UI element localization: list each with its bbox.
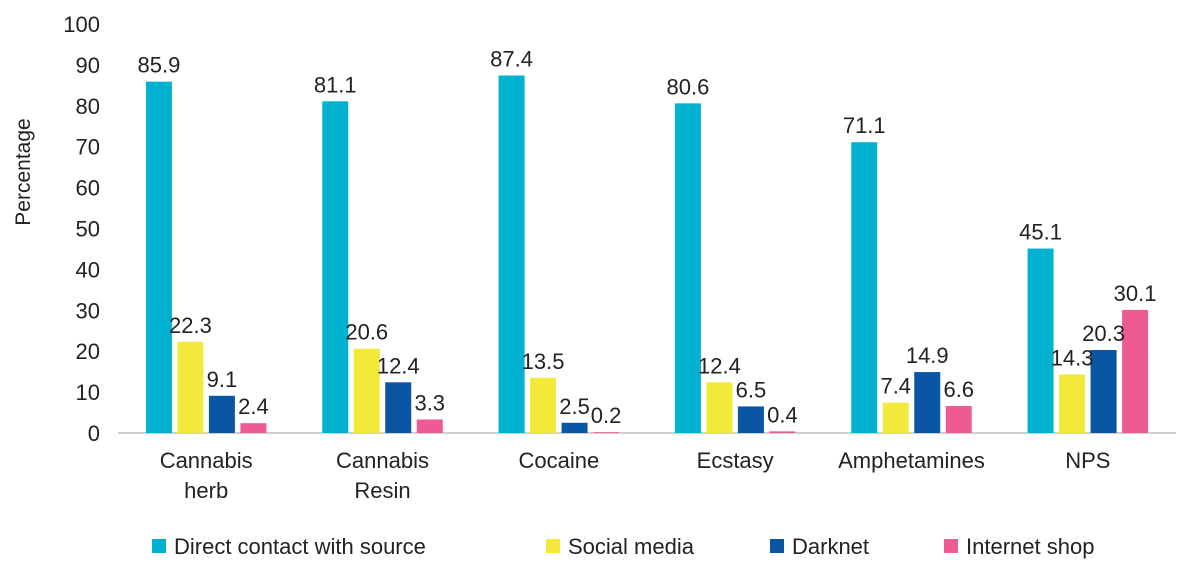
data-label: 81.1 — [314, 72, 357, 97]
data-label: 13.5 — [522, 349, 565, 374]
data-label: 22.3 — [169, 313, 212, 338]
bar — [1122, 309, 1149, 433]
y-tick-label: 80 — [76, 94, 100, 119]
legend-label: Social media — [568, 534, 695, 559]
y-tick-label: 30 — [76, 298, 100, 323]
y-tick-label: 100 — [63, 12, 100, 37]
bar — [593, 432, 620, 433]
data-label: 71.1 — [843, 113, 886, 138]
bar — [385, 382, 412, 433]
bar — [914, 372, 941, 433]
bar — [1059, 374, 1086, 433]
data-label: 85.9 — [138, 53, 181, 78]
bar — [177, 341, 204, 433]
x-category-label: NPS — [1065, 448, 1110, 473]
x-category-label: Resin — [354, 478, 410, 503]
data-label: 45.1 — [1019, 220, 1062, 245]
data-label: 80.6 — [667, 74, 710, 99]
bar — [561, 422, 588, 433]
data-label: 2.5 — [559, 394, 590, 419]
data-label: 9.1 — [207, 367, 238, 392]
bar — [945, 406, 972, 433]
bar — [498, 75, 525, 433]
bar — [674, 103, 701, 433]
y-tick-label: 70 — [76, 135, 100, 160]
bar — [145, 81, 172, 433]
bar — [530, 377, 557, 433]
y-tick-label: 90 — [76, 53, 100, 78]
data-label: 0.4 — [767, 402, 798, 427]
y-tick-label: 20 — [76, 339, 100, 364]
x-category-label: Cannabis — [160, 448, 253, 473]
data-label: 12.4 — [377, 353, 420, 378]
data-label: 30.1 — [1114, 281, 1157, 306]
y-tick-label: 60 — [76, 176, 100, 201]
x-category-label: Cocaine — [518, 448, 599, 473]
data-label: 7.4 — [880, 374, 911, 399]
legend: Direct contact with source Social media Da… — [152, 534, 1094, 559]
data-label: 0.2 — [591, 403, 622, 428]
data-label: 20.6 — [345, 320, 388, 345]
bar — [208, 395, 235, 433]
data-label: 3.3 — [414, 391, 445, 416]
bar — [706, 382, 733, 433]
data-labels-group: 85.9 81.1 87.4 80.6 71.1 45.1 22.3 20.6 13.5 12.4… — [138, 47, 1157, 429]
data-label: 14.3 — [1051, 346, 1094, 371]
data-label: 6.6 — [943, 377, 974, 402]
bar — [240, 423, 267, 433]
bar — [1090, 349, 1117, 433]
bar — [769, 431, 796, 433]
y-axis-label: Percentage — [12, 118, 35, 225]
y-axis-ticks: 0 10 20 30 40 50 60 70 80 90 100 — [63, 12, 100, 446]
x-category-label: herb — [184, 478, 228, 503]
bar — [1027, 248, 1054, 433]
bar — [416, 419, 443, 433]
legend-label: Darknet — [792, 534, 869, 559]
bar — [353, 348, 380, 433]
y-axis-label-group: Percentage — [12, 118, 35, 225]
data-label: 87.4 — [490, 47, 533, 72]
legend-swatch — [944, 539, 958, 553]
x-category-label: Amphetamines — [838, 448, 985, 473]
y-tick-label: 10 — [76, 380, 100, 405]
data-label: 6.5 — [736, 377, 767, 402]
legend-swatch — [546, 539, 560, 553]
legend-swatch — [152, 539, 166, 553]
data-label: 20.3 — [1082, 321, 1125, 346]
x-category-label: Ecstasy — [697, 448, 774, 473]
bar — [882, 402, 909, 433]
bar — [851, 142, 878, 434]
bar — [737, 406, 764, 433]
legend-swatch — [770, 539, 784, 553]
legend-label: Internet shop — [966, 534, 1094, 559]
category-labels-group: Cannabis herb Cannabis Resin Cocaine Ecstasy A… — [160, 448, 1111, 503]
y-tick-label: 50 — [76, 217, 100, 242]
data-label: 2.4 — [238, 394, 269, 419]
bars-group — [145, 75, 1149, 434]
legend-label: Direct contact with source — [174, 534, 426, 559]
y-tick-label: 0 — [88, 421, 100, 446]
data-label: 12.4 — [698, 353, 741, 378]
y-tick-label: 40 — [76, 257, 100, 282]
data-label: 14.9 — [906, 343, 949, 368]
bar — [322, 101, 349, 434]
x-category-label: Cannabis — [336, 448, 429, 473]
